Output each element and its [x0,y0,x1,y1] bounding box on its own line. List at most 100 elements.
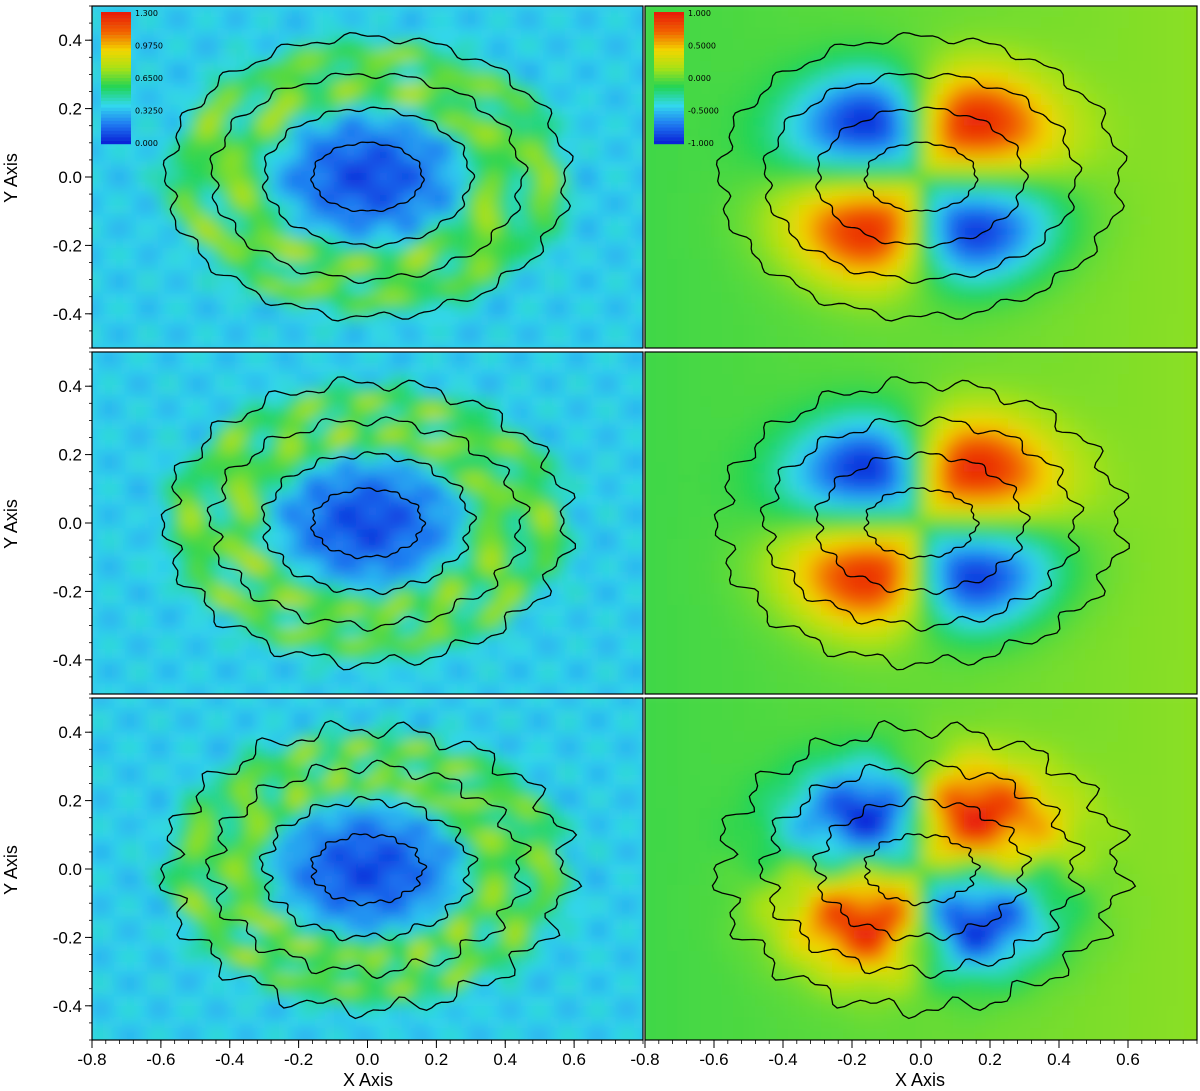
heatmap-cell [1008,72,1020,84]
heatmap-cell [257,462,269,474]
heatmap-cell [180,336,192,348]
heatmap-cell [367,292,379,304]
heatmap-cell [268,473,280,485]
heatmap-cell [312,83,324,95]
heatmap-cell [378,259,390,271]
heatmap-cell [444,418,456,430]
heatmap-cell [125,473,137,485]
contour-line [715,31,1128,322]
heatmap-cell [598,440,610,452]
heatmap-cell [733,204,745,216]
heatmap-cell [268,248,280,260]
heatmap-cell [953,171,965,183]
heatmap-cell [898,336,910,348]
heatmap-cell [700,83,712,95]
heatmap-cell [158,105,170,117]
heatmap-cell [942,116,954,128]
heatmap-cell [323,83,335,95]
heatmap-cell [279,396,291,408]
heatmap-cell [722,83,734,95]
heatmap-cell [312,193,324,205]
heatmap-cell [1107,226,1119,238]
heatmap-cell [400,61,412,73]
heatmap-cell [598,396,610,408]
heatmap-cell [832,160,844,172]
heatmap-cell [565,363,577,375]
heatmap-cell [334,127,346,139]
heatmap-cell [854,83,866,95]
heatmap-cell [986,28,998,40]
heatmap-cell [576,336,588,348]
heatmap-cell [92,407,93,419]
heatmap-cell [1151,292,1163,304]
heatmap-cell [389,94,401,106]
heatmap-cell [832,281,844,293]
heatmap-cell [678,336,690,348]
heatmap-cell [689,314,701,326]
heatmap-cell [876,248,888,260]
heatmap-cell [997,127,1009,139]
heatmap-cell [631,484,643,496]
heatmap-cell [620,50,632,62]
heatmap-cell [543,204,555,216]
heatmap-cell [202,204,214,216]
heatmap-cell [136,583,148,595]
heatmap-cell [576,281,588,293]
heatmap-cell [114,325,126,337]
heatmap-cell [345,61,357,73]
heatmap-cell [1107,28,1119,40]
heatmap-cell [631,396,643,408]
heatmap-cell [301,374,313,386]
heatmap-cell [587,28,599,40]
heatmap-cell [378,336,390,348]
heatmap-cell [411,116,423,128]
heatmap-cell [257,61,269,73]
heatmap-cell [766,292,778,304]
heatmap-cell [689,39,701,51]
heatmap-cell [411,94,423,106]
heatmap-cell [257,407,269,419]
heatmap-cell [334,550,346,562]
heatmap-cell [466,248,478,260]
heatmap-cell [323,418,335,430]
heatmap-cell [953,94,965,106]
heatmap-cell [598,418,610,430]
heatmap-cell [389,517,401,529]
heatmap-cell [1162,17,1174,29]
heatmap-cell [543,270,555,282]
heatmap-cell [1151,105,1163,117]
heatmap-cell [975,6,987,18]
heatmap-cell [1195,314,1197,326]
heatmap-cell [499,116,511,128]
heatmap-cell [887,61,899,73]
heatmap-cell [312,325,324,337]
heatmap-cell [136,385,148,397]
heatmap-cell [1008,336,1020,348]
heatmap-cell [400,50,412,62]
heatmap-cell [876,215,888,227]
heatmap-cell [975,259,987,271]
heatmap-cell [367,440,379,452]
heatmap-cell [136,72,148,84]
heatmap-cell [499,50,511,62]
heatmap-cell [268,528,280,540]
heatmap-cell [103,484,115,496]
heatmap-cell [334,325,346,337]
heatmap-cell [279,495,291,507]
heatmap-cell [356,28,368,40]
heatmap-cell [312,517,324,529]
colorbar-label: 0.3250 [135,107,163,116]
heatmap-cell [766,336,778,348]
heatmap-cell [345,495,357,507]
heatmap-cell [1063,116,1075,128]
heatmap-cell [224,193,236,205]
heatmap-cell [202,517,214,529]
heatmap-cell [400,561,412,573]
heatmap-cell [323,352,335,364]
heatmap-cell [367,517,379,529]
heatmap-cell [213,314,225,326]
heatmap-cell [1184,281,1196,293]
heatmap-cell [631,429,643,441]
heatmap-cell [202,127,214,139]
heatmap-cell [609,407,621,419]
